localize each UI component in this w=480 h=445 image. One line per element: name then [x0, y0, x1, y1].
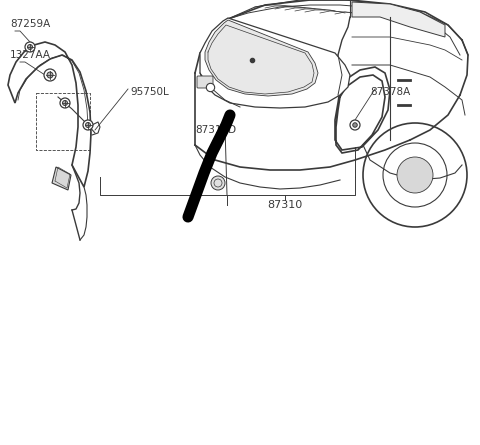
Circle shape: [353, 123, 357, 127]
Circle shape: [62, 101, 68, 105]
Polygon shape: [8, 42, 91, 187]
Polygon shape: [52, 167, 71, 190]
Circle shape: [83, 120, 93, 130]
Circle shape: [60, 98, 70, 108]
Circle shape: [47, 72, 53, 78]
Polygon shape: [335, 67, 390, 153]
Circle shape: [44, 69, 56, 81]
Text: 87310: 87310: [267, 200, 302, 210]
Text: 95750L: 95750L: [130, 87, 169, 97]
Circle shape: [350, 120, 360, 130]
Text: 87311D: 87311D: [195, 125, 236, 135]
Circle shape: [27, 44, 33, 49]
Text: 87378A: 87378A: [370, 87, 410, 97]
Text: 1327AA: 1327AA: [10, 50, 51, 60]
Circle shape: [85, 122, 91, 128]
Circle shape: [25, 42, 35, 52]
Polygon shape: [352, 2, 445, 37]
Circle shape: [211, 176, 225, 190]
Polygon shape: [200, 18, 350, 108]
Text: 87259A: 87259A: [10, 19, 50, 29]
Circle shape: [397, 157, 433, 193]
Polygon shape: [205, 20, 318, 96]
FancyBboxPatch shape: [197, 76, 213, 88]
